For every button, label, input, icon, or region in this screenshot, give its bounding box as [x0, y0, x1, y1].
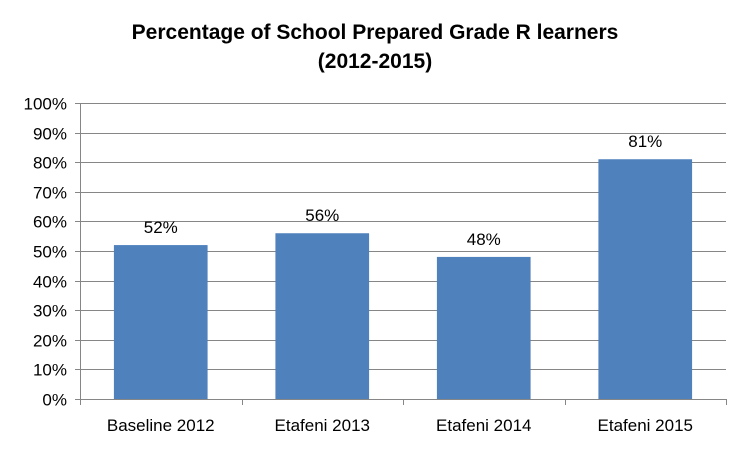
- y-tick-label: 60%: [33, 213, 67, 232]
- data-label: 48%: [467, 230, 501, 249]
- bar: [113, 245, 208, 399]
- y-tick-label: 10%: [33, 361, 67, 380]
- x-tick-label: Etafeni 2014: [436, 416, 531, 435]
- y-tick-label: 20%: [33, 332, 67, 351]
- y-tick-label: 70%: [33, 184, 67, 203]
- x-tick-label: Baseline 2012: [107, 416, 215, 435]
- y-tick-label: 100%: [24, 95, 67, 114]
- y-tick-label: 0%: [42, 391, 67, 410]
- x-tick-label: Etafeni 2013: [275, 416, 370, 435]
- bar: [275, 233, 370, 399]
- data-label: 81%: [628, 132, 662, 151]
- chart-title-line-2: (2012-2015): [317, 50, 433, 73]
- chart-title-line-1: Percentage of School Prepared Grade R le…: [131, 21, 619, 44]
- y-tick-label: 80%: [33, 154, 67, 173]
- data-label: 56%: [305, 206, 339, 225]
- chart-title: Percentage of School Prepared Grade R le…: [0, 18, 750, 76]
- y-tick-label: 40%: [33, 273, 67, 292]
- bar: [598, 159, 693, 399]
- x-tick-label: Etafeni 2015: [598, 416, 693, 435]
- y-tick-label: 50%: [33, 243, 67, 262]
- bar: [436, 256, 531, 399]
- y-tick-label: 30%: [33, 302, 67, 321]
- y-tick-label: 90%: [33, 125, 67, 144]
- data-label: 52%: [144, 218, 178, 237]
